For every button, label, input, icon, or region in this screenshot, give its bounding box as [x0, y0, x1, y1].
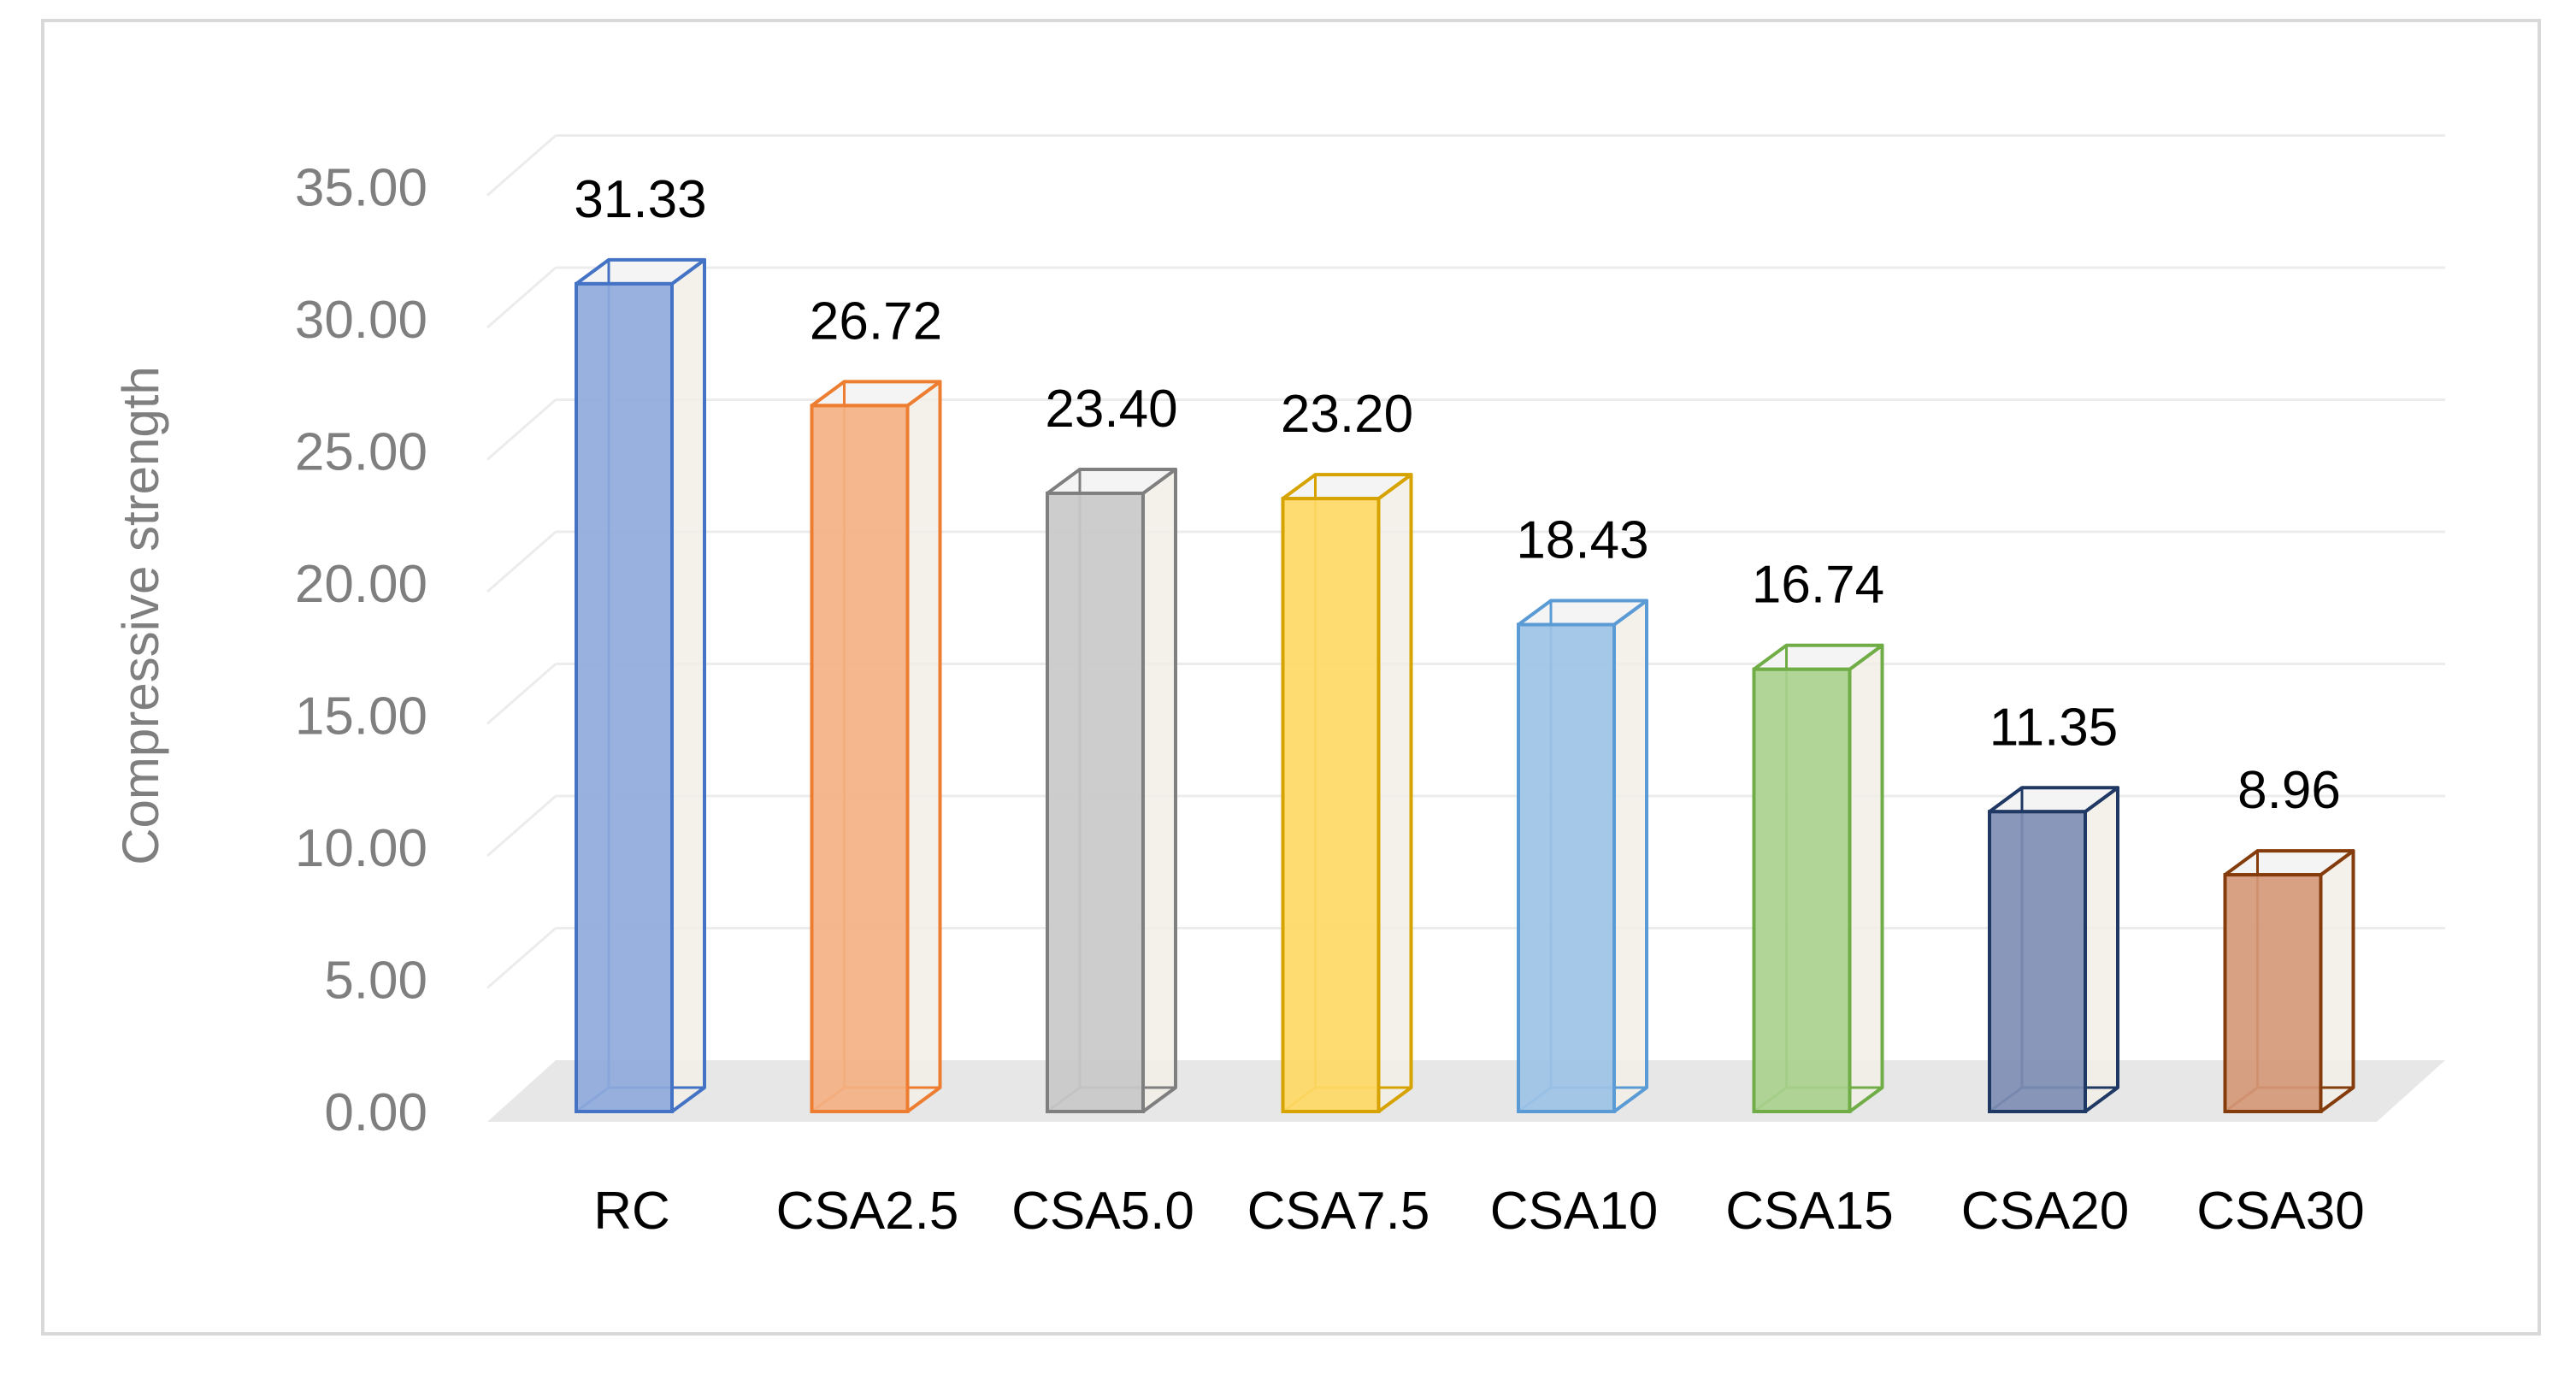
value-label: 23.20 — [1281, 385, 1413, 444]
gridline-depth — [486, 134, 557, 197]
bar-side-face — [1376, 473, 1413, 1113]
bar-front-face — [575, 281, 674, 1113]
x-tick-label: CSA2.5 — [776, 1182, 959, 1241]
bar-side-face — [905, 380, 942, 1113]
bar-side-face — [2319, 849, 2355, 1113]
gridline-depth — [486, 266, 557, 329]
x-tick-label: CSA5.0 — [1011, 1182, 1194, 1241]
bar-CSA5.0: 23.40 — [1045, 380, 1178, 1113]
y-tick-label: 5.00 — [324, 952, 427, 1011]
bar-front-face — [2223, 873, 2323, 1113]
x-tick-label: CSA15 — [1725, 1182, 1893, 1241]
value-label: 8.96 — [2237, 761, 2341, 820]
bar-front-face — [810, 404, 910, 1113]
bar-CSA10: 18.43 — [1516, 511, 1649, 1113]
x-axis-labels: RC CSA2.5 CSA5.0 CSA7.5 CSA10 CSA15 CSA20 CSA30 — [593, 1182, 2365, 1241]
y-tick-label: 15.00 — [295, 687, 427, 746]
y-tick-label: 30.00 — [295, 291, 427, 350]
gridline-depth — [486, 927, 557, 989]
bar-CSA7.5: 23.20 — [1281, 385, 1413, 1113]
bar-CSA30: 8.96 — [2223, 761, 2355, 1113]
gridline-depth — [486, 398, 557, 461]
floor-plane — [487, 1060, 2445, 1122]
x-tick-label: RC — [593, 1182, 670, 1241]
y-tick-label: 0.00 — [324, 1083, 427, 1142]
bar-side-face — [670, 257, 706, 1113]
y-tick-label: 35.00 — [295, 159, 427, 218]
bar-RC: 31.33 — [574, 170, 707, 1113]
value-label: 18.43 — [1516, 511, 1648, 570]
x-tick-label: CSA30 — [2196, 1182, 2364, 1241]
value-label: 26.72 — [810, 292, 942, 351]
bar-side-face — [2084, 786, 2119, 1113]
bar-front-face — [1046, 491, 1145, 1113]
x-tick-label: CSA20 — [1961, 1182, 2129, 1241]
value-label: 31.33 — [574, 170, 706, 229]
bars: 31.33 26.72 23.40 23.20 18.43 16.74 11.35 8.96 — [574, 170, 2355, 1113]
gridline-depth — [486, 663, 557, 725]
gridline-depth — [486, 794, 557, 858]
bar-front-face — [1281, 497, 1381, 1113]
chart-floor — [487, 1060, 2445, 1122]
bar-side-face — [1612, 599, 1648, 1113]
bar-front-face — [1988, 810, 2087, 1113]
value-label: 23.40 — [1045, 380, 1177, 439]
y-axis-title: Compressive strength — [112, 366, 169, 865]
y-tick-label: 20.00 — [295, 555, 427, 614]
y-tick-label: 10.00 — [295, 819, 427, 878]
x-tick-label: CSA7.5 — [1247, 1182, 1430, 1241]
value-label: 11.35 — [1989, 698, 2119, 757]
bar-side-face — [1141, 467, 1177, 1113]
bar-CSA15: 16.74 — [1752, 556, 1884, 1113]
bar-front-face — [1517, 622, 1616, 1113]
value-label: 16.74 — [1752, 556, 1884, 615]
gridline-depth — [486, 530, 557, 593]
y-axis-ticks: 0.00 5.00 10.00 15.00 20.00 25.00 30.00 35.00 — [295, 159, 427, 1143]
x-tick-label: CSA10 — [1490, 1182, 1658, 1241]
bar-side-face — [1848, 643, 1884, 1113]
bar-CSA2.5: 26.72 — [810, 292, 942, 1113]
y-tick-label: 25.00 — [295, 423, 427, 482]
bar-CSA20: 11.35 — [1988, 698, 2119, 1113]
bar-front-face — [1752, 667, 1852, 1113]
gridlines — [486, 134, 2445, 989]
